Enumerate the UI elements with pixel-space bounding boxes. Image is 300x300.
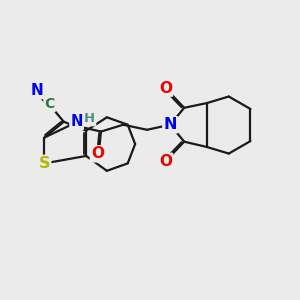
Text: C: C bbox=[44, 97, 55, 111]
Text: H: H bbox=[84, 112, 95, 125]
Text: S: S bbox=[39, 156, 50, 171]
Text: O: O bbox=[91, 146, 104, 161]
Text: N: N bbox=[70, 114, 83, 129]
Text: O: O bbox=[159, 154, 172, 169]
Text: N: N bbox=[164, 117, 177, 132]
Text: O: O bbox=[159, 81, 172, 96]
Text: N: N bbox=[31, 83, 44, 98]
